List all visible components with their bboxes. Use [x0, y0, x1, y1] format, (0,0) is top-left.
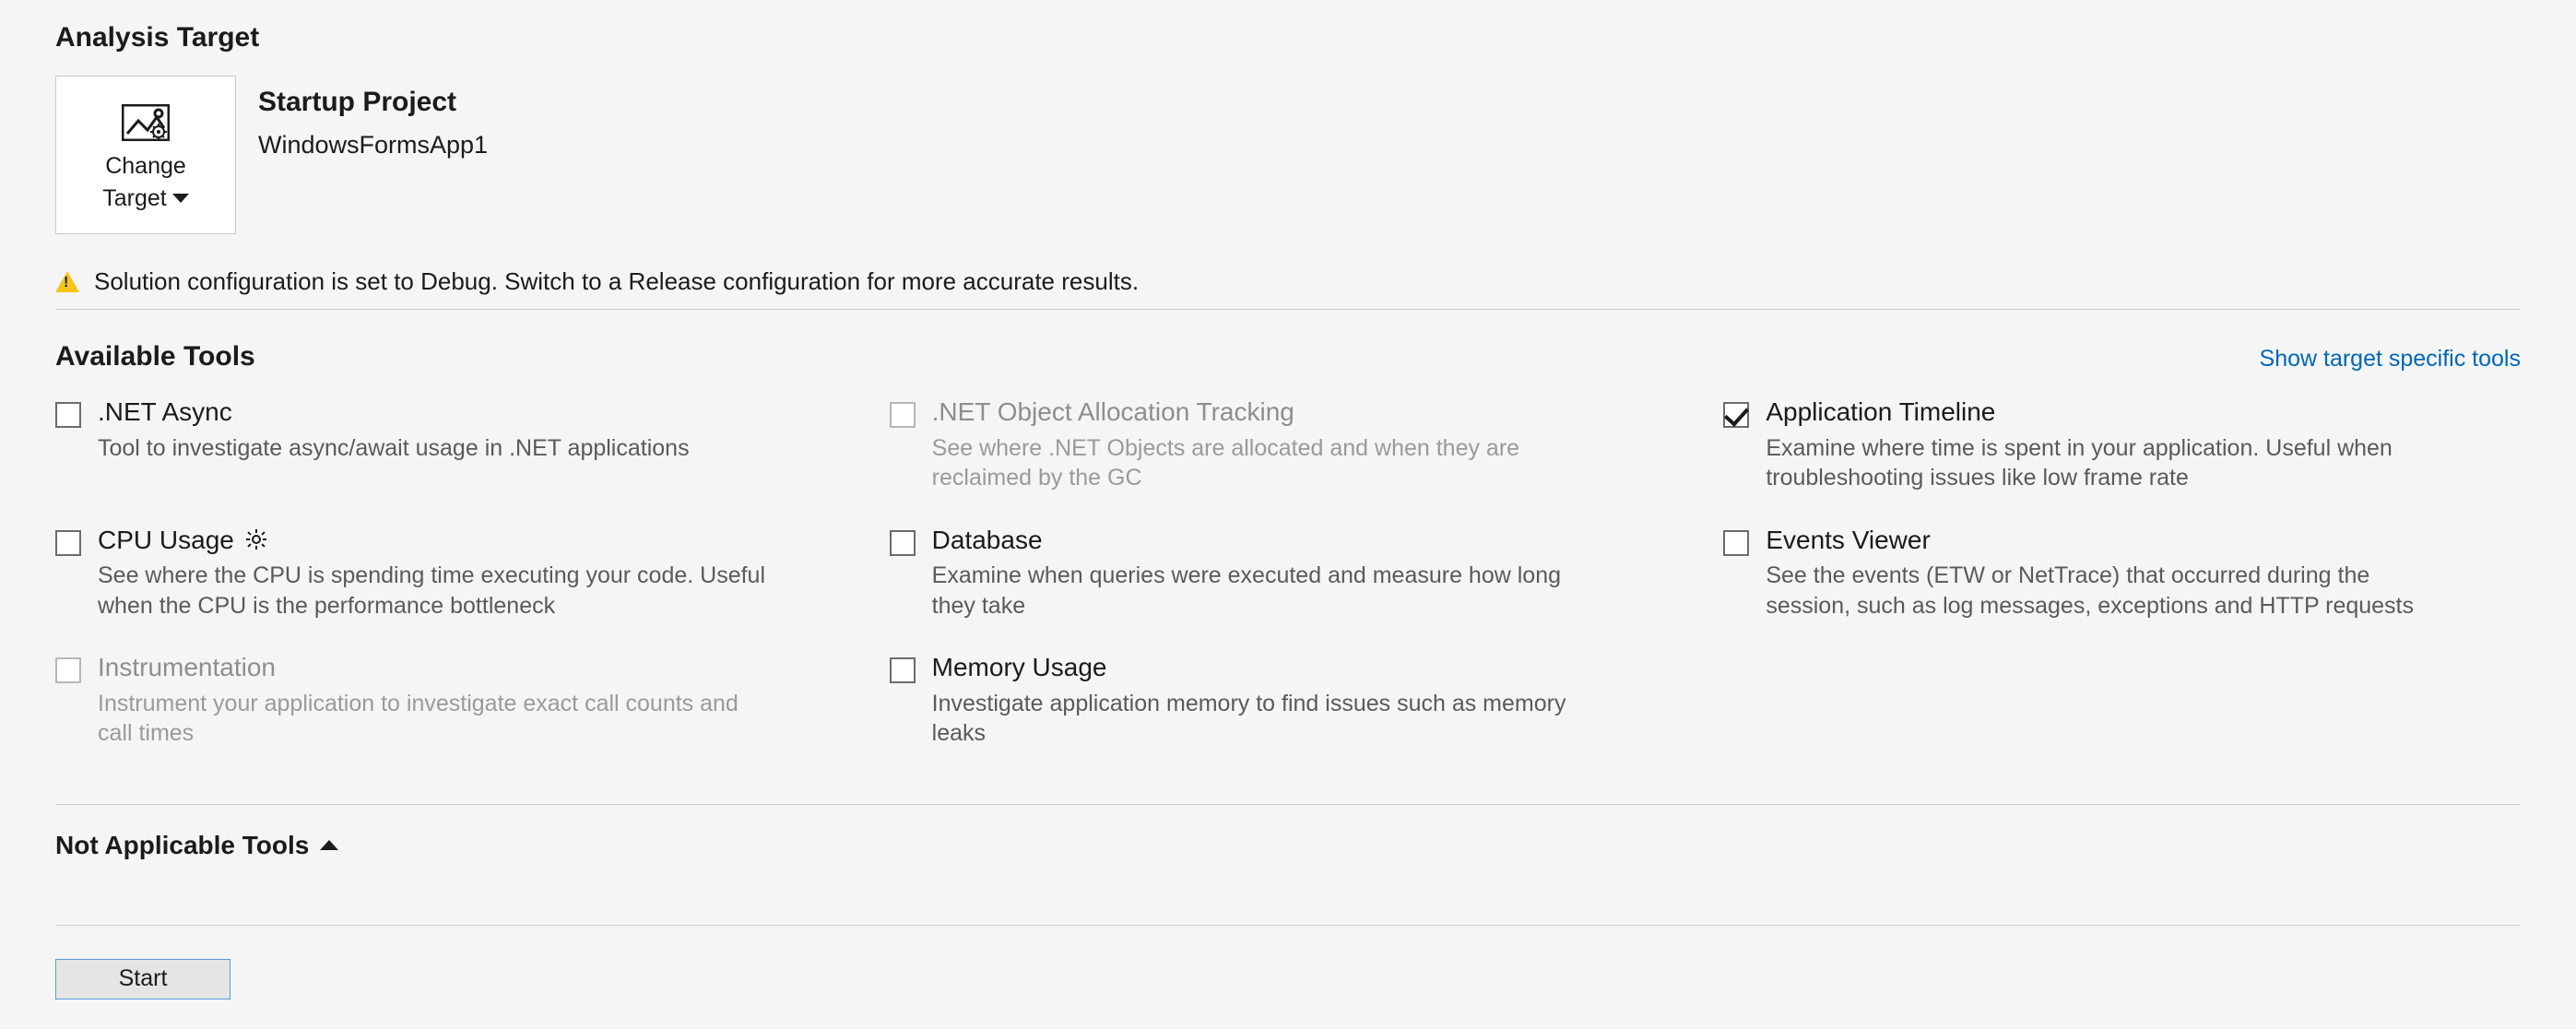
show-target-specific-tools-link[interactable]: Show target specific tools: [2260, 346, 2521, 373]
tool-checkbox[interactable]: [1723, 402, 1749, 428]
analysis-target-row: Change Target Startup Project WindowsFor…: [55, 76, 2521, 234]
config-warning-row: Solution configuration is set to Debug. …: [55, 267, 2521, 309]
tool-description: Examine when queries were executed and m…: [932, 561, 1609, 621]
tool-title: Events Viewer: [1766, 525, 1930, 556]
divider: [55, 804, 2521, 805]
config-warning-text: Solution configuration is set to Debug. …: [94, 267, 1139, 296]
tool-title: Instrumentation: [98, 652, 276, 683]
divider: [55, 309, 2521, 310]
tool-item: CPU Usage See where the CPU is spending t…: [55, 525, 774, 621]
tool-title: .NET Object Allocation Tracking: [932, 396, 1294, 428]
tool-item: Database Examine when queries were execut…: [890, 525, 1609, 621]
tool-item: Instrumentation Instrument your applicati…: [55, 652, 774, 749]
tool-description: See the events (ETW or NetTrace) that oc…: [1766, 561, 2442, 621]
tool-checkbox[interactable]: [1723, 530, 1749, 556]
startup-project-label: Startup Project: [258, 87, 488, 118]
tool-title: Memory Usage: [932, 652, 1107, 683]
tool-description: Tool to investigate async/await usage in…: [98, 433, 774, 464]
tool-description: Examine where time is spent in your appl…: [1766, 433, 2442, 493]
tool-item: Events Viewer See the events (ETW or NetT…: [1723, 525, 2442, 621]
tool-item: .NET Object Allocation Tracking See where…: [890, 396, 1609, 493]
tool-checkbox: [55, 657, 81, 683]
startup-project-name: WindowsFormsApp1: [258, 131, 488, 160]
tool-checkbox[interactable]: [55, 530, 81, 556]
change-target-line1: Change: [105, 153, 186, 180]
tool-item: Application Timeline Examine where time i…: [1723, 396, 2442, 493]
tool-description: See where .NET Objects are allocated and…: [932, 433, 1609, 493]
change-target-line2: Target: [102, 185, 166, 212]
chevron-down-icon: [172, 194, 189, 203]
warning-icon: [55, 271, 79, 292]
tool-checkbox[interactable]: [55, 402, 81, 428]
change-target-button[interactable]: Change Target: [55, 76, 236, 234]
tool-title: Database: [932, 525, 1043, 556]
image-gear-icon: [122, 104, 170, 148]
tool-item: .NET Async Tool to investigate async/awai…: [55, 396, 774, 493]
available-tools-heading: Available Tools: [55, 341, 255, 373]
not-applicable-tools-toggle[interactable]: Not Applicable Tools: [55, 831, 2521, 925]
tool-title: Application Timeline: [1766, 396, 1995, 428]
tool-checkbox: [890, 402, 916, 428]
chevron-up-icon: [320, 840, 338, 850]
tool-description: Instrument your application to investiga…: [98, 689, 774, 749]
gear-icon[interactable]: [245, 528, 267, 550]
tool-checkbox[interactable]: [890, 657, 916, 683]
tool-description: Investigate application memory to find i…: [932, 689, 1609, 749]
tool-title: CPU Usage: [98, 525, 234, 556]
tool-description: See where the CPU is spending time execu…: [98, 561, 774, 621]
not-applicable-tools-label: Not Applicable Tools: [55, 831, 309, 860]
tool-item: Memory Usage Investigate application memo…: [890, 652, 1609, 749]
tool-checkbox[interactable]: [890, 530, 916, 556]
tool-title: .NET Async: [98, 396, 232, 428]
analysis-target-heading: Analysis Target: [55, 22, 2521, 53]
tools-grid: .NET Async Tool to investigate async/awai…: [55, 396, 2521, 749]
start-button[interactable]: Start: [55, 959, 230, 999]
